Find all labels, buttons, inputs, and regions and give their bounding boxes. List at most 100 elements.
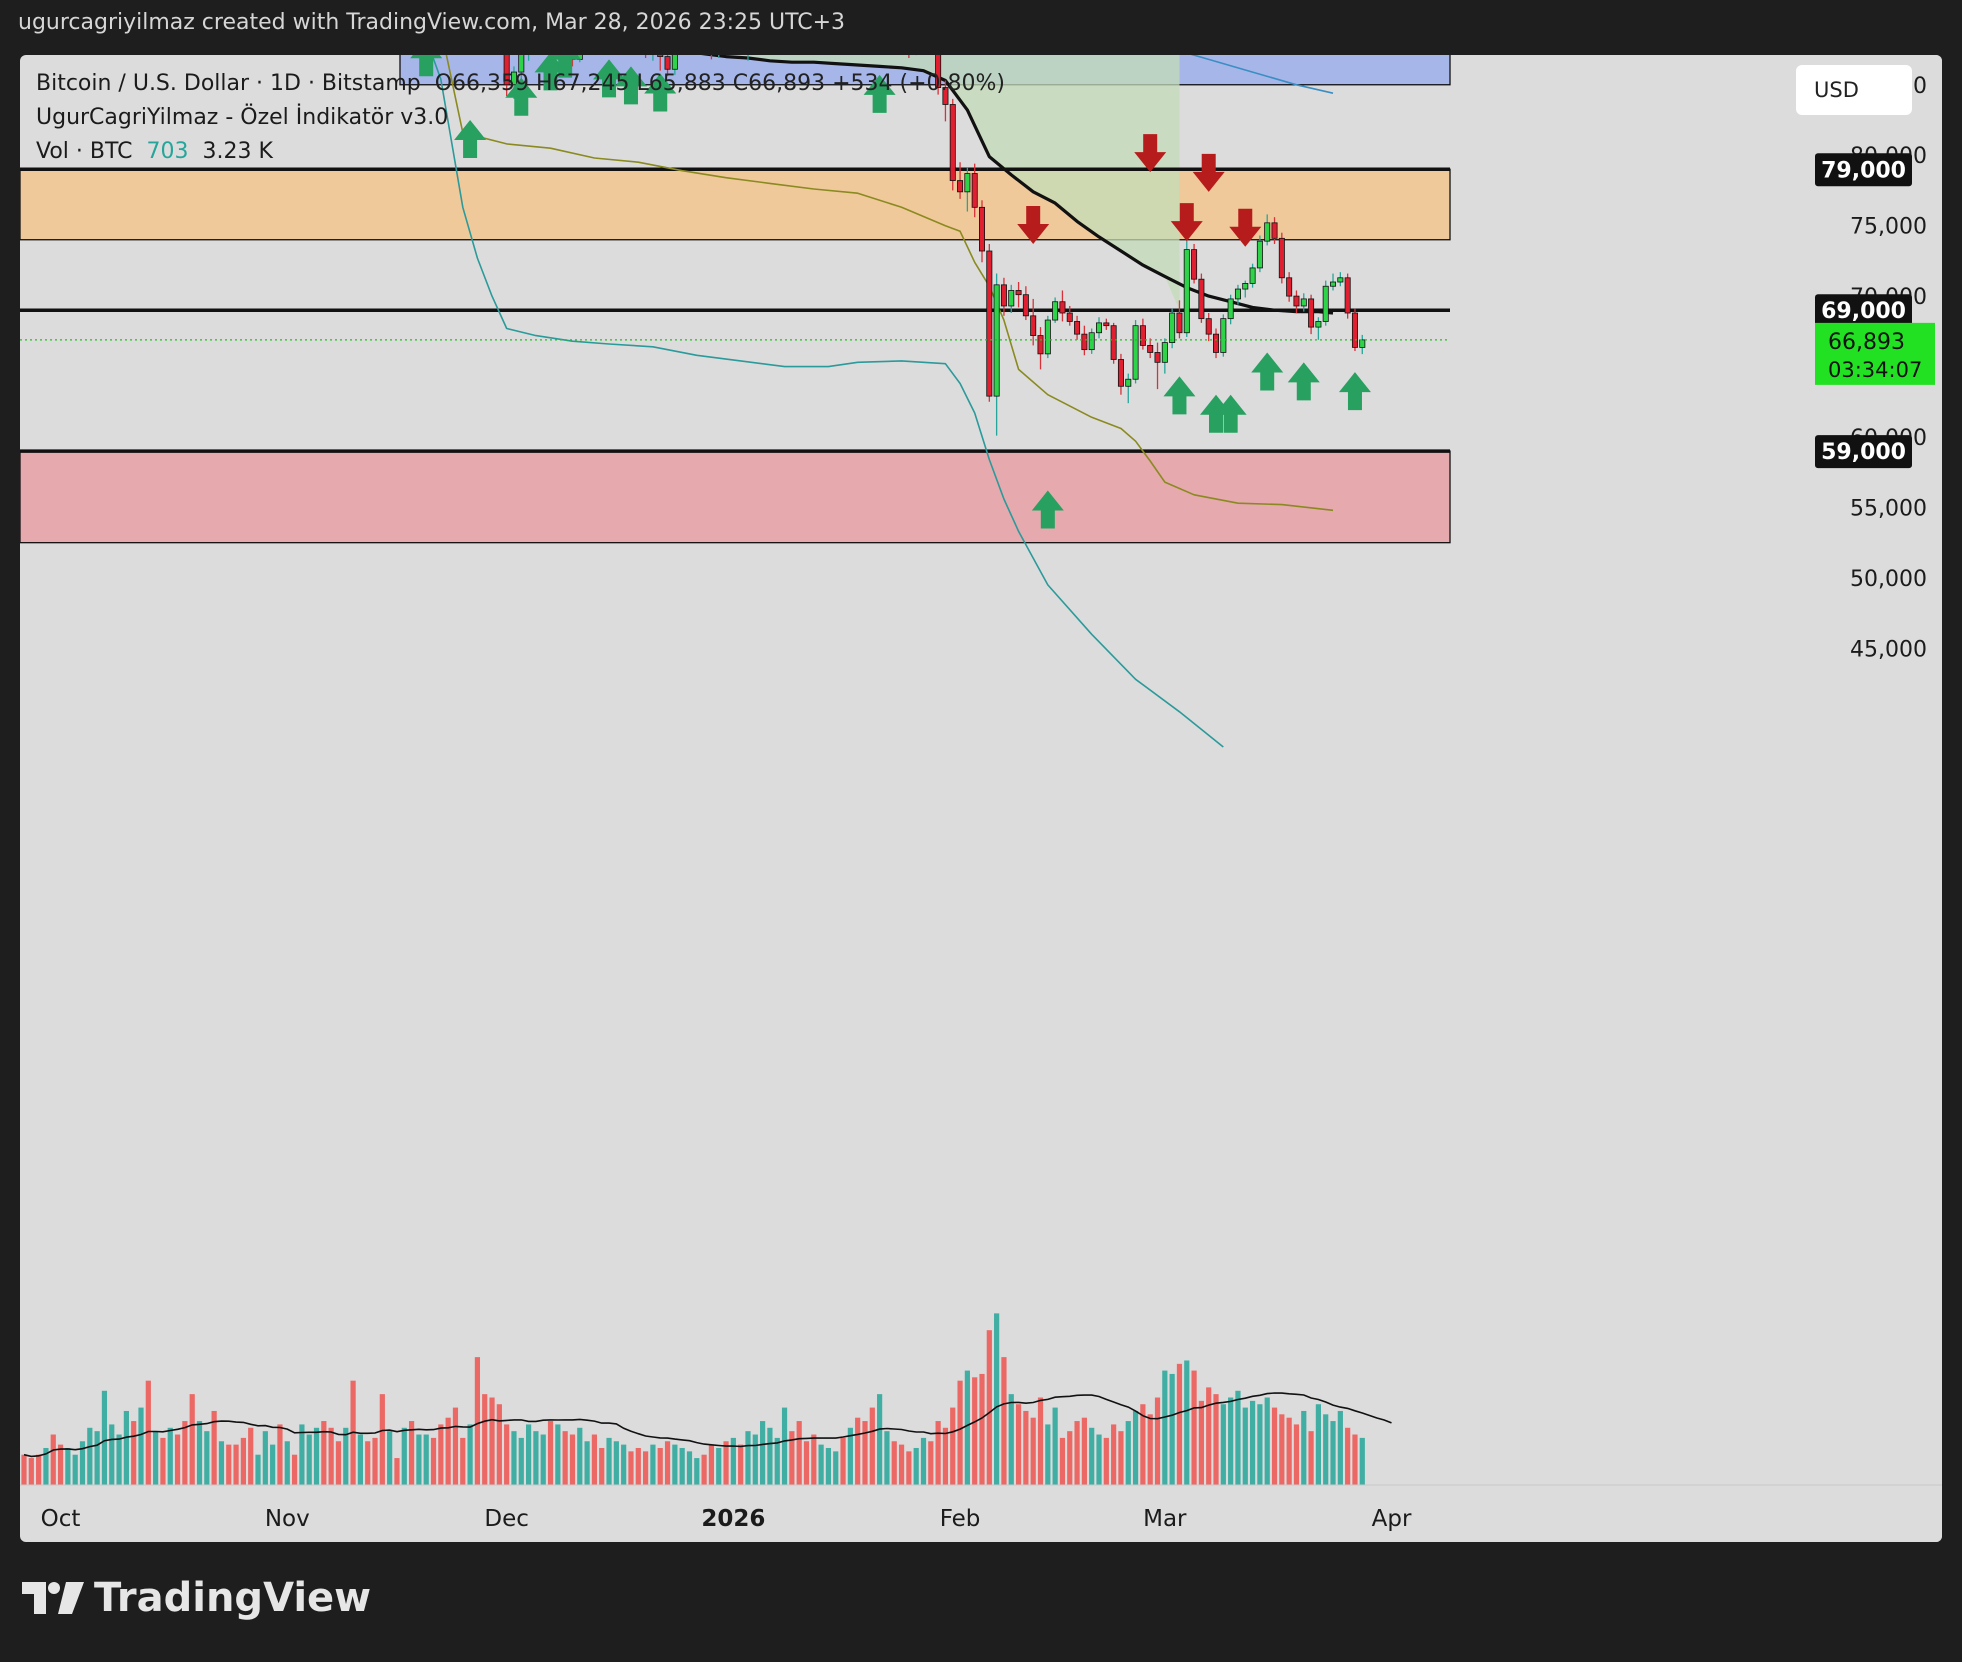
candle-body — [1176, 312, 1183, 334]
candle-body — [1286, 277, 1293, 297]
candle-body — [1337, 277, 1344, 283]
candle-body — [1330, 281, 1337, 287]
candle-body — [1213, 333, 1220, 353]
volume-bar — [628, 1451, 634, 1485]
candle-body — [1249, 267, 1256, 284]
volume-bar — [482, 1394, 488, 1485]
volume-bar — [1345, 1427, 1351, 1485]
volume-bar — [94, 1431, 100, 1485]
candle-body — [1161, 342, 1168, 363]
buy-signal-arrow — [593, 59, 626, 98]
volume-bar — [935, 1421, 941, 1485]
volume-bar — [1235, 1390, 1241, 1485]
candle-body — [1022, 294, 1029, 317]
volume-ma-line — [23, 1392, 1392, 1458]
volume-bar — [657, 1447, 663, 1485]
volume-bar — [1162, 1370, 1168, 1485]
volume-bar — [818, 1444, 824, 1485]
volume-bar — [774, 1437, 780, 1485]
candle-body — [518, 55, 525, 73]
candle-body — [664, 56, 671, 70]
volume-bar — [460, 1437, 466, 1485]
volume-bar — [335, 1441, 342, 1485]
candle-body — [1125, 378, 1132, 387]
lower-band-outer — [431, 55, 1224, 748]
volume-bar — [1074, 1421, 1080, 1485]
candle-body — [1198, 278, 1205, 320]
volume-bar — [1213, 1394, 1219, 1485]
volume-bar — [248, 1427, 254, 1485]
candle-body — [1359, 339, 1366, 348]
volume-bar — [986, 1330, 992, 1485]
volume-bar — [101, 1390, 108, 1485]
volume-bar — [701, 1454, 707, 1485]
chart-frame[interactable]: 45,00050,00055,00060,00065,00070,00075,0… — [20, 55, 1942, 1542]
volume-bar — [116, 1434, 122, 1485]
volume-bar — [1257, 1404, 1263, 1485]
last-price-tag — [1815, 322, 1935, 385]
buy-signal-arrow — [1338, 372, 1371, 411]
volume-bar — [679, 1447, 685, 1485]
volume-bar — [65, 1447, 71, 1485]
volume-legend[interactable]: Vol · BTC 703 3.23 K — [36, 139, 273, 164]
volume-bar — [50, 1434, 56, 1485]
volume-bar — [1023, 1410, 1029, 1485]
candle-body — [1154, 352, 1161, 363]
buy-signal-arrow — [614, 66, 647, 105]
candle-body — [1315, 321, 1322, 328]
volume-bar — [1293, 1424, 1300, 1485]
tradingview-logo-icon — [22, 1582, 84, 1614]
volume-bar — [240, 1437, 246, 1485]
x-tick-label: Nov — [265, 1506, 310, 1532]
candle-body — [942, 87, 949, 105]
volume-bar — [299, 1424, 305, 1485]
candle-body — [1139, 325, 1146, 346]
volume-bar — [1330, 1421, 1336, 1485]
volume-bar — [218, 1441, 225, 1485]
buy-signal-arrow — [1214, 394, 1247, 433]
volume-bar — [262, 1431, 268, 1485]
volume-bar — [174, 1434, 181, 1485]
volume-bar — [1352, 1434, 1358, 1485]
ohlc-values: O66,359 H67,245 L65,883 C66,893 +534 (+0… — [434, 71, 1006, 96]
volume-bar — [1176, 1363, 1183, 1485]
volume-bar — [204, 1431, 210, 1485]
buy-signal-arrow — [454, 119, 487, 158]
volume-bar — [1147, 1414, 1153, 1485]
symbol-title: Bitcoin / U.S. Dollar · 1D · Bitstamp — [36, 71, 421, 96]
price-chart[interactable]: 45,00050,00055,00060,00065,00070,00075,0… — [20, 55, 1942, 1542]
candle-body — [1256, 240, 1263, 269]
volume-bar — [803, 1441, 810, 1485]
volume-bar — [555, 1424, 561, 1485]
volume-bar — [189, 1394, 195, 1485]
candle-body — [1300, 298, 1307, 307]
indicator-legend[interactable]: UgurCagriYilmaz - Özel İndikatör v3.0 — [36, 105, 448, 130]
volume-bar — [898, 1444, 905, 1485]
volume-bar — [131, 1421, 137, 1485]
sell-signal-arrow — [1170, 203, 1203, 242]
price-zone — [20, 450, 1451, 544]
volume-bar — [167, 1427, 173, 1485]
volume-bar — [877, 1394, 883, 1485]
volume-bar — [1301, 1410, 1307, 1485]
volume-bar — [306, 1434, 312, 1485]
candle-body — [1074, 321, 1081, 335]
price-axis-panel[interactable] — [1450, 55, 1942, 1542]
volume-bar — [643, 1451, 649, 1485]
volume-bar — [1118, 1431, 1124, 1485]
volume-bar — [1308, 1431, 1314, 1485]
volume-bar — [343, 1427, 349, 1485]
volume-bar — [21, 1454, 27, 1485]
volume-bar — [28, 1458, 34, 1485]
volume-bar — [606, 1437, 612, 1485]
volume-bar — [357, 1434, 363, 1485]
currency-button[interactable]: USD — [1796, 65, 1912, 115]
x-tick-label: 2026 — [701, 1506, 765, 1532]
volume-bar — [145, 1380, 151, 1485]
symbol-legend[interactable]: Bitcoin / U.S. Dollar · 1D · Bitstamp O6… — [36, 71, 1005, 96]
volume-bar — [1286, 1417, 1292, 1485]
volume-bar — [153, 1431, 159, 1485]
volume-bar — [913, 1447, 919, 1485]
y-tick-label: 45,000 — [1850, 637, 1927, 662]
volume-bar — [650, 1444, 656, 1485]
